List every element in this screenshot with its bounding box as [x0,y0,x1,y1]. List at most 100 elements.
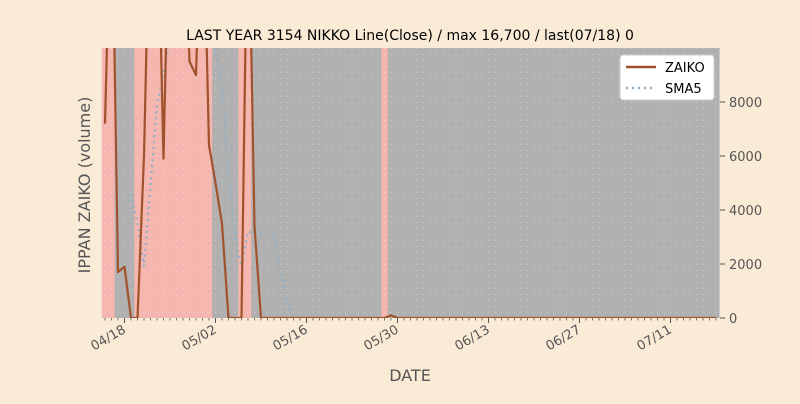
series-zaiko-line [103,48,716,318]
state-band-red [153,48,161,318]
state-band-gray [452,48,460,318]
state-band-gray [121,48,129,318]
state-band-red [101,48,109,318]
state-band-gray [517,48,525,318]
state-band-gray [270,48,278,318]
state-band-gray [439,48,447,318]
state-band-gray [478,48,486,318]
state-band-red [160,48,168,318]
state-band-gray [114,48,122,318]
state-band-gray [413,48,421,318]
state-band-gray [524,48,532,318]
state-band-red [179,48,187,318]
state-band-red [140,48,148,318]
state-band-gray [387,48,395,318]
state-band-gray [647,48,655,318]
state-band-gray [472,48,480,318]
state-band-gray [576,48,584,318]
state-band-gray [309,48,317,318]
state-band-red [134,48,142,318]
state-band-gray [374,48,382,318]
state-band-gray [582,48,590,318]
state-band-gray [595,48,603,318]
state-band-gray [615,48,623,318]
state-band-gray [329,48,337,318]
state-band-gray [673,48,681,318]
state-band-gray [589,48,597,318]
state-band-gray [231,48,239,318]
state-band-gray [693,48,701,318]
state-band-red [244,48,252,318]
state-band-gray [426,48,434,318]
state-band-gray [654,48,662,318]
legend-sma5-label: SMA5 [665,82,702,97]
y-axis-label: IPPAN ZAIKO (volume) [75,97,94,274]
state-band-gray [296,48,304,318]
state-band-gray [556,48,564,318]
state-band-gray [491,48,499,318]
state-band-gray [290,48,298,318]
y-tick-label: 6000 [729,150,762,165]
state-band-gray [465,48,473,318]
state-band-gray [368,48,376,318]
state-band-gray [543,48,551,318]
state-band-gray [225,48,233,318]
state-band-gray [712,48,720,318]
legend: ZAIKO SMA5 [619,54,715,101]
state-band-gray [394,48,402,318]
state-band-gray [316,48,324,318]
state-band-gray [680,48,688,318]
state-band-gray [283,48,291,318]
state-band-red [238,48,246,318]
state-band-gray [686,48,694,318]
state-band-gray [277,48,285,318]
x-axis-label: DATE [389,366,431,385]
state-band-gray [667,48,675,318]
state-band-gray [569,48,577,318]
state-band-gray [634,48,642,318]
y-tick-label: 4000 [729,204,762,219]
state-band-gray [400,48,408,318]
state-band-gray [621,48,629,318]
state-band-gray [706,48,714,318]
y-tick-label: 0 [729,312,737,327]
state-band-gray [127,48,135,318]
legend-zaiko-label: ZAIKO [665,61,705,76]
state-band-red [173,48,181,318]
state-band-gray [537,48,545,318]
state-band-gray [446,48,454,318]
state-band-gray [433,48,441,318]
state-band-gray [498,48,506,318]
state-band-gray [459,48,467,318]
state-band-gray [628,48,636,318]
state-band-red [192,48,200,318]
state-band-red [205,48,213,318]
state-band-gray [608,48,616,318]
chart-title: LAST YEAR 3154 NIKKO Line(Close) / max 1… [186,28,634,44]
state-band-gray [348,48,356,318]
state-band-gray [563,48,571,318]
state-band-gray [641,48,649,318]
y-tick-label: 8000 [729,96,762,111]
state-band-gray [485,48,493,318]
state-band-red [186,48,194,318]
state-band-red [166,48,174,318]
state-band-gray [361,48,369,318]
state-band-red [108,48,116,318]
state-band-gray [420,48,428,318]
state-band-red [147,48,155,318]
state-band-gray [257,48,265,318]
state-band-gray [530,48,538,318]
state-band-gray [511,48,519,318]
state-band-gray [550,48,558,318]
state-band-gray [699,48,707,318]
state-band-gray [342,48,350,318]
state-band-gray [264,48,272,318]
state-band-gray [218,48,226,318]
state-band-gray [504,48,512,318]
state-band-gray [335,48,343,318]
state-band-gray [602,48,610,318]
state-band-gray [660,48,668,318]
